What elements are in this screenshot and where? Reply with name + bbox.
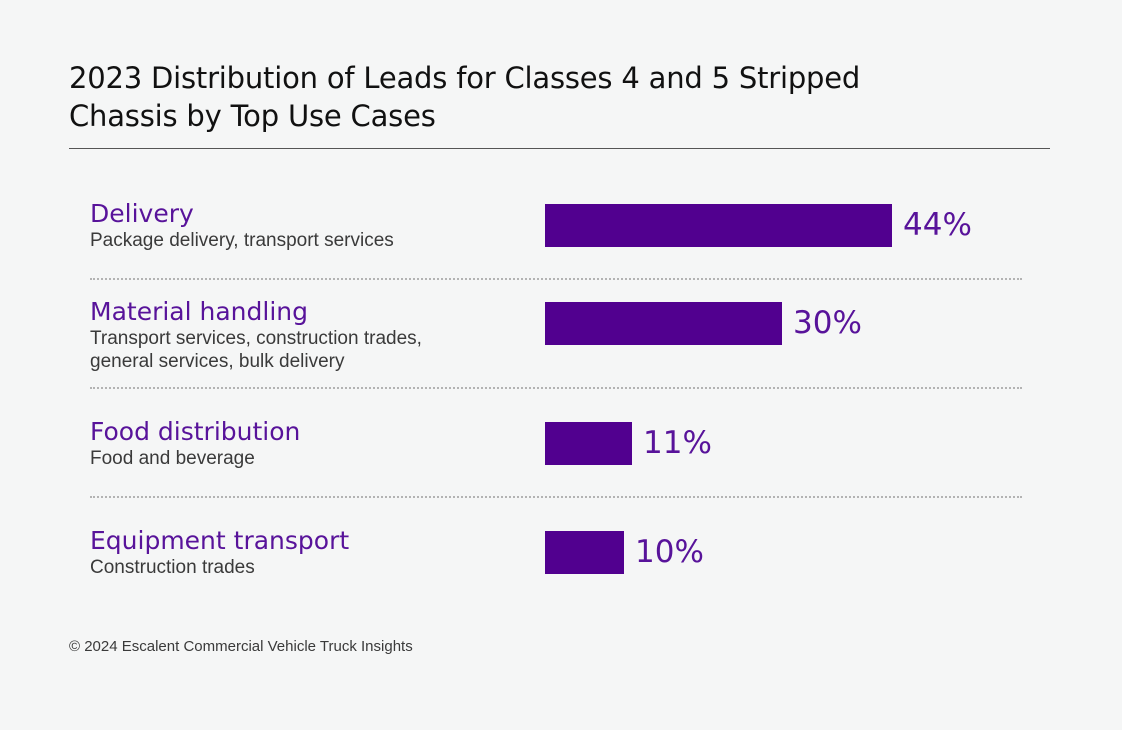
row-divider (90, 496, 1022, 498)
chart-title-line-1: 2023 Distribution of Leads for Classes 4… (69, 61, 861, 95)
category-subtitle: Transport services, construction trades,… (90, 328, 422, 372)
category-label: Material handling (90, 297, 308, 326)
data-label: 30% (793, 305, 862, 341)
bar (545, 204, 892, 247)
category-subtitle: Food and beverage (90, 448, 255, 469)
bar (545, 302, 782, 345)
row-divider (90, 278, 1022, 280)
category-label: Delivery (90, 199, 194, 228)
category-label: Food distribution (90, 417, 301, 446)
category-label: Equipment transport (90, 526, 350, 555)
chart-title-line-2: Chassis by Top Use Cases (69, 99, 436, 133)
data-label: 10% (635, 534, 704, 570)
title-divider (69, 148, 1050, 149)
copyright-footer: © 2024 Escalent Commercial Vehicle Truck… (69, 638, 413, 655)
chart-title: 2023 Distribution of Leads for Classes 4… (69, 59, 969, 135)
category-subtitle: Package delivery, transport services (90, 230, 394, 251)
category-subtitle: Construction trades (90, 557, 255, 578)
row-divider (90, 387, 1022, 389)
data-label: 44% (903, 207, 972, 243)
bar (545, 422, 632, 465)
data-label: 11% (643, 425, 712, 461)
bar (545, 531, 624, 574)
